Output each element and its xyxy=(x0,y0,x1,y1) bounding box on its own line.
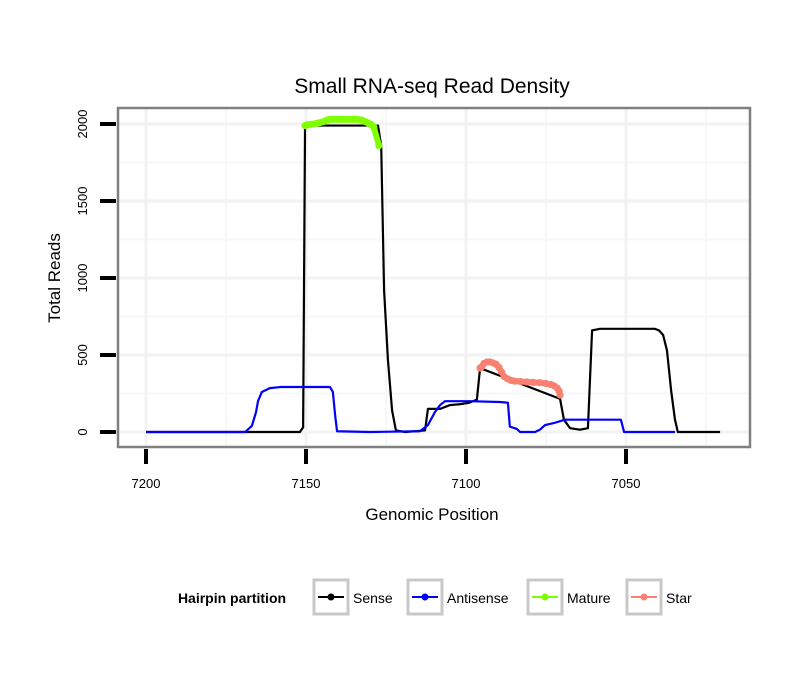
series-line-antisense xyxy=(146,385,675,434)
y-tick-label: 1000 xyxy=(75,264,90,293)
legend-label-star: Star xyxy=(666,590,692,606)
y-axis-label: Total Reads xyxy=(45,233,64,323)
y-tick-label: 500 xyxy=(75,344,90,366)
y-tick-label: 1500 xyxy=(75,187,90,216)
data-point-star xyxy=(516,377,525,386)
grid-lines xyxy=(118,108,750,447)
legend-label-mature: Mature xyxy=(567,590,611,606)
legend-title: Hairpin partition xyxy=(178,590,286,606)
data-point-mature xyxy=(370,123,378,131)
data-point-star xyxy=(536,379,544,387)
axes: 7200 7150 7100 7050 0 500 1000 1500 2000 xyxy=(75,110,640,491)
x-axis-label: Genomic Position xyxy=(365,505,498,524)
panel-border xyxy=(116,106,752,449)
legend-key-point xyxy=(640,593,648,601)
y-tick-label: 2000 xyxy=(75,110,90,139)
legend-label-antisense: Antisense xyxy=(447,590,509,606)
data-point-star xyxy=(529,378,537,387)
data-point-star xyxy=(511,377,519,385)
legend: Hairpin partition Sense Antisense Mature St… xyxy=(178,578,692,616)
data-point-star xyxy=(556,391,564,399)
x-tick-label: 7050 xyxy=(612,476,641,491)
data-point-mature xyxy=(375,141,383,150)
y-tick-label: 0 xyxy=(75,428,90,435)
legend-key-point xyxy=(327,593,335,601)
legend-label-sense: Sense xyxy=(353,590,393,606)
legend-key-point xyxy=(421,593,429,601)
plot-area xyxy=(146,115,721,434)
chart-title: Small RNA-seq Read Density xyxy=(294,75,570,98)
x-tick-label: 7200 xyxy=(132,476,161,491)
x-tick-label: 7100 xyxy=(452,476,481,491)
x-tick-label: 7150 xyxy=(292,476,321,491)
data-point-star xyxy=(523,378,531,386)
legend-key-point xyxy=(541,593,549,601)
